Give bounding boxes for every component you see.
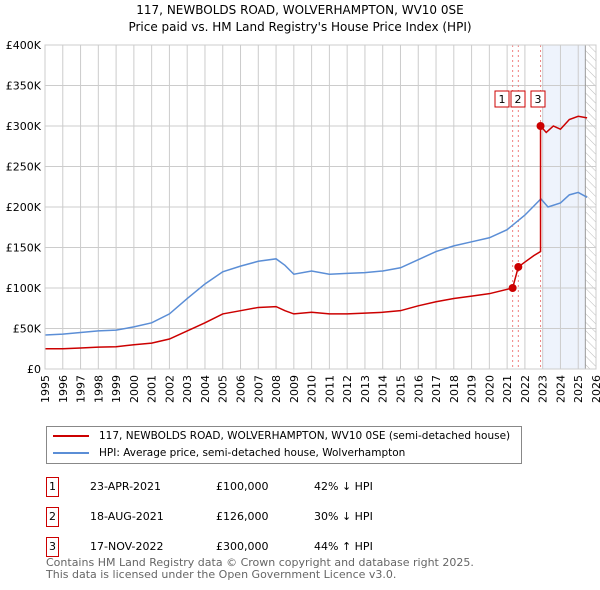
x-tick-label: 2004 [199,375,212,403]
x-tick-label: 1995 [39,375,52,403]
x-tick-label: 2002 [163,375,176,403]
y-tick-label: £50K [13,323,42,336]
blue-line-swatch [53,452,89,454]
x-tick-label: 2018 [448,375,461,403]
x-tick-label: 2008 [270,375,283,403]
sale-hpi: 42% ↓ HPI [314,480,373,493]
sale-label-border [530,90,546,108]
sale-point [508,284,517,292]
chart-subtitle: Price paid vs. HM Land Registry's House … [128,20,472,34]
footer: Contains HM Land Registry data © Crown c… [46,557,474,581]
x-tick-label: 2012 [341,375,354,403]
price-paid-line [45,115,588,350]
footer-line1: Contains HM Land Registry data © Crown c… [46,556,474,569]
sale-label-border [494,90,510,108]
chart-title: 117, NEWBOLDS ROAD, WOLVERHAMPTON, WV10 … [136,3,464,17]
sale-label-border [510,90,526,108]
footer-line2: This data is licensed under the Open Gov… [46,568,397,581]
y-tick-label: £400K [6,39,42,52]
x-tick-label: 1998 [92,375,105,403]
x-tick-label: 2015 [394,375,407,403]
x-tick-label: 2025 [572,375,585,403]
x-tick-label: 1999 [110,375,123,403]
x-tick-label: 2023 [537,375,550,403]
x-tick-label: 2007 [252,375,265,403]
x-tick-label: 2000 [128,375,141,403]
y-tick-label: £150K [6,242,42,255]
sale-point [536,122,545,130]
x-tick-label: 2003 [181,375,194,403]
sale-price: £126,000 [216,510,269,523]
sale-label: 3 [535,93,542,106]
x-tick-label: 2014 [377,375,390,403]
x-tick-label: 2013 [359,375,372,403]
x-tick-label: 2010 [306,375,319,403]
x-tick-label: 2011 [323,375,336,403]
sale-date: 17-NOV-2022 [90,540,164,553]
x-tick-label: 2009 [288,375,301,403]
x-tick-label: 2019 [466,375,479,403]
sale-label-box: 1 [494,90,510,108]
y-tick-label: £200K [6,201,42,214]
legend-hpi: HPI: Average price, semi-detached house,… [99,447,406,459]
sale-date: 18-AUG-2021 [90,510,164,523]
hpi-line [44,191,588,336]
x-tick-label: 2017 [430,375,443,403]
x-tick-label: 2026 [590,375,600,403]
y-tick-label: £100K [6,282,42,295]
y-tick-label: £0 [27,363,41,376]
x-tick-label: 2022 [519,375,532,403]
legend-property: 117, NEWBOLDS ROAD, WOLVERHAMPTON, WV10 … [99,430,511,442]
legend: 117, NEWBOLDS ROAD, WOLVERHAMPTON, WV10 … [46,426,522,464]
y-tick-label: £300K [6,120,42,133]
x-tick-label: 2005 [217,375,230,403]
sale-number: 2 [46,507,59,527]
x-tick-label: 1996 [57,375,70,403]
x-tick-label: 2021 [501,375,514,403]
sale-hpi: 44% ↑ HPI [314,540,373,553]
x-tick-label: 2016 [412,375,425,403]
plot-frame [44,44,597,370]
y-tick-label: £250K [6,161,42,174]
x-tick-label: 1997 [75,375,88,403]
red-line-swatch [53,435,89,437]
sale-label: 2 [515,93,522,106]
sale-label: 1 [499,93,506,106]
x-tick-label: 2024 [554,375,567,403]
x-tick-label: 2020 [483,375,496,403]
sale-label-box: 3 [530,90,546,108]
sale-hpi: 30% ↓ HPI [314,510,373,523]
sale-price: £100,000 [216,480,269,493]
x-tick-label: 2001 [146,375,159,403]
sale-price: £300,000 [216,540,269,553]
sale-number: 3 [46,537,59,557]
sale-point [514,262,523,271]
price-chart: 1995 1996 1997 1998 1999 2000 2001 2002 2003 2004… [6,39,600,403]
sale-date: 23-APR-2021 [90,480,162,493]
sale-label-box: 2 [510,90,526,108]
sale-number: 1 [46,477,59,497]
y-tick-label: £350K [6,80,42,93]
x-tick-label: 2006 [235,375,248,403]
